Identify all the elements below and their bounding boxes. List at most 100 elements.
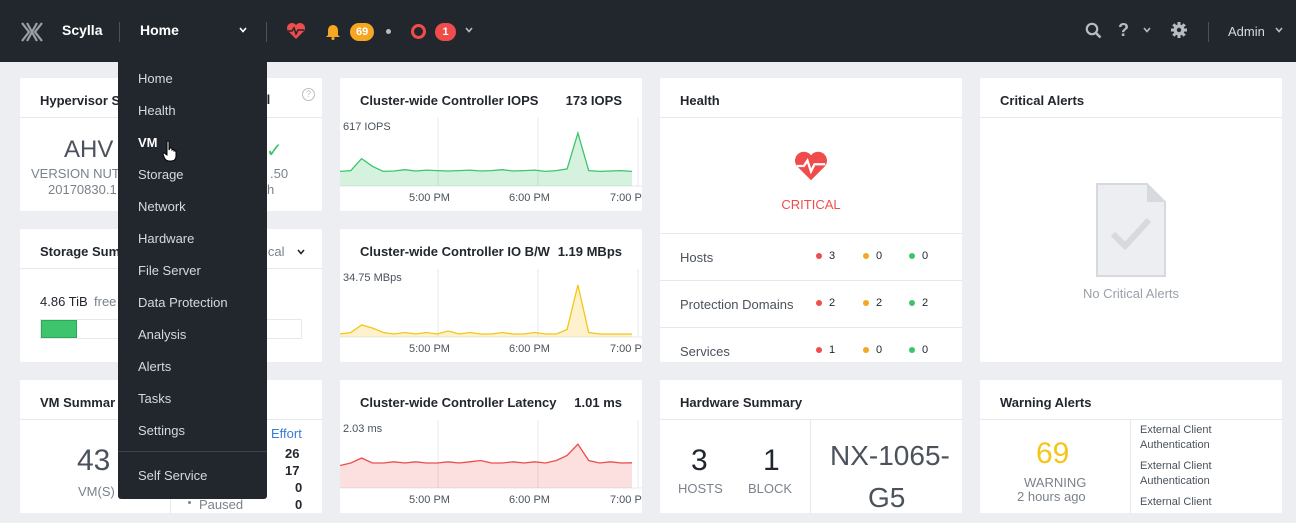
menu-item-settings[interactable]: Settings [138, 423, 185, 438]
chart-title: Cluster-wide Controller Latency [360, 395, 557, 410]
health-heart-icon[interactable] [793, 150, 829, 187]
divider [1208, 22, 1209, 42]
cluster-name: Scylla [62, 22, 103, 38]
good-count: 2 [909, 297, 928, 309]
health-card: Health CRITICAL Hosts 3 0 0 Protection D… [660, 78, 962, 362]
critical-alerts-card: Critical Alerts No Critical Alerts [980, 78, 1282, 362]
critical-count: 3 [816, 250, 835, 262]
block-count-label: BLOCK [748, 481, 793, 496]
chevron-down-icon[interactable] [1142, 25, 1152, 35]
x-tick-label: 6:00 PM [509, 343, 550, 355]
divider [980, 419, 1282, 420]
chevron-down-icon[interactable] [1274, 25, 1284, 35]
good-count: 0 [909, 344, 928, 356]
peak-label: 617 IOPS [343, 121, 391, 133]
block-count: 1 [763, 444, 780, 477]
hardware-model: NX-1065- [830, 440, 950, 471]
series-line [340, 130, 633, 173]
menu-item-analysis[interactable]: Analysis [138, 327, 187, 342]
warning-alert-item[interactable]: External Client Authentication [1140, 460, 1212, 487]
latency-chart[interactable]: 2.03 ms 5:00 PM 6:00 PM 7:00 P [340, 420, 642, 513]
divider [119, 22, 120, 42]
menu-item-health[interactable]: Health [138, 103, 176, 118]
main-menu-dropdown: Home Health VM Storage Network Hardware … [118, 62, 267, 499]
critical-count-badge[interactable]: 1 [435, 23, 456, 41]
help-icon[interactable]: ? [1118, 20, 1129, 40]
card-title: Critical Alerts [1000, 93, 1085, 108]
health-row-protection-domains[interactable]: Protection Domains 2 2 2 [660, 280, 962, 326]
info-icon[interactable]: ? [302, 88, 315, 101]
partial-dropdown[interactable]: ical [265, 244, 285, 259]
menu-item-alerts[interactable]: Alerts [138, 359, 172, 374]
empty-state-text: No Critical Alerts [1082, 286, 1180, 301]
free-label: free [94, 294, 117, 309]
warning-count: 0 [863, 344, 882, 356]
critical-count: 2 [816, 297, 835, 309]
hardware-summary-card: Hardware Summary 3 HOSTS 1 BLOCK NX-1065… [660, 380, 962, 513]
warning-alert-item[interactable]: External Client [1140, 496, 1212, 508]
effort-header[interactable]: Effort [271, 426, 302, 441]
menu-item-vm[interactable]: VM [138, 135, 158, 150]
x-tick-label: 6:00 PM [509, 192, 550, 204]
peak-label: 2.03 ms [343, 423, 383, 435]
chevron-down-icon[interactable] [464, 25, 474, 35]
health-status: CRITICAL [781, 197, 841, 212]
warning-alerts-card: Warning Alerts 69 WARNING 2 hours ago Ex… [980, 380, 1282, 513]
search-icon[interactable] [1085, 22, 1102, 39]
health-row-hosts[interactable]: Hosts 3 0 0 [660, 233, 962, 279]
gear-icon[interactable] [1170, 21, 1188, 39]
host-count-label: HOSTS [678, 481, 723, 496]
warning-count[interactable]: 69 [1036, 437, 1070, 470]
menu-item-home[interactable]: Home [138, 71, 173, 86]
vm-count-label: VM(S) [78, 484, 115, 499]
menu-item-network[interactable]: Network [138, 199, 186, 214]
vm-stat-value: 26 [285, 446, 300, 461]
health-row-label: Services [680, 344, 730, 359]
iops-chart[interactable]: 617 IOPS 5:00 PM 6:00 PM 7:00 P [340, 118, 642, 211]
partial-value: .50 [270, 166, 289, 181]
series-line [340, 443, 633, 467]
x-tick-label: 7:00 P [610, 494, 642, 506]
alerts-count-badge[interactable]: 69 [350, 23, 375, 41]
critical-count: 1 [816, 344, 835, 356]
card-title: Hypervisor S [40, 93, 121, 108]
io-bw-chart-card: Cluster-wide Controller IO B/W 1.19 MBps… [340, 229, 642, 362]
divider [660, 419, 962, 420]
menu-item-data-protection[interactable]: Data Protection [138, 295, 228, 310]
top-navigation-bar: Scylla Home 69 1 ? Admin [0, 0, 1296, 62]
card-title: Hardware Summary [680, 395, 803, 410]
peak-label: 34.75 MBps [343, 272, 402, 284]
hand-cursor-icon [162, 140, 178, 167]
nutanix-logo[interactable] [20, 20, 44, 44]
version-value: 20170830.1 [48, 182, 117, 197]
iops-chart-card: Cluster-wide Controller IOPS 173 IOPS 61… [340, 78, 642, 211]
health-row-services[interactable]: Services 1 0 0 [660, 327, 962, 362]
menu-item-hardware[interactable]: Hardware [138, 231, 195, 246]
divider [810, 420, 811, 513]
menu-item-file-server[interactable]: File Server [138, 263, 201, 278]
warning-alert-item[interactable]: External Client Authentication [1140, 424, 1212, 451]
chevron-down-icon[interactable] [296, 244, 306, 262]
x-tick-label: 5:00 PM [409, 494, 450, 506]
warning-label: WARNING [1024, 475, 1087, 490]
chart-title: Cluster-wide Controller IO B/W [360, 244, 550, 259]
warning-count: 0 [863, 250, 882, 262]
hardware-model: G5 [868, 482, 906, 513]
empty-document-icon [1095, 182, 1167, 283]
chevron-down-icon[interactable] [238, 25, 248, 35]
bell-icon[interactable] [325, 22, 341, 40]
vm-stat-value: 0 [295, 480, 303, 495]
series-area [340, 284, 632, 337]
main-menu-button[interactable]: Home [140, 22, 179, 38]
x-tick-label: 7:00 P [610, 192, 642, 204]
chart-title: Cluster-wide Controller IOPS [360, 93, 539, 108]
menu-item-storage[interactable]: Storage [138, 167, 184, 182]
free-value: 4.86 TiB [40, 294, 88, 309]
menu-item-tasks[interactable]: Tasks [138, 391, 172, 406]
user-menu[interactable]: Admin [1228, 24, 1265, 39]
vm-stat-value: 0 [295, 497, 303, 512]
menu-item-self-service[interactable]: Self Service [138, 468, 208, 483]
critical-ring-icon[interactable] [411, 24, 426, 39]
io-bw-chart[interactable]: 34.75 MBps 5:00 PM 6:00 PM 7:00 P [340, 269, 642, 362]
health-heart-icon[interactable] [286, 22, 306, 40]
